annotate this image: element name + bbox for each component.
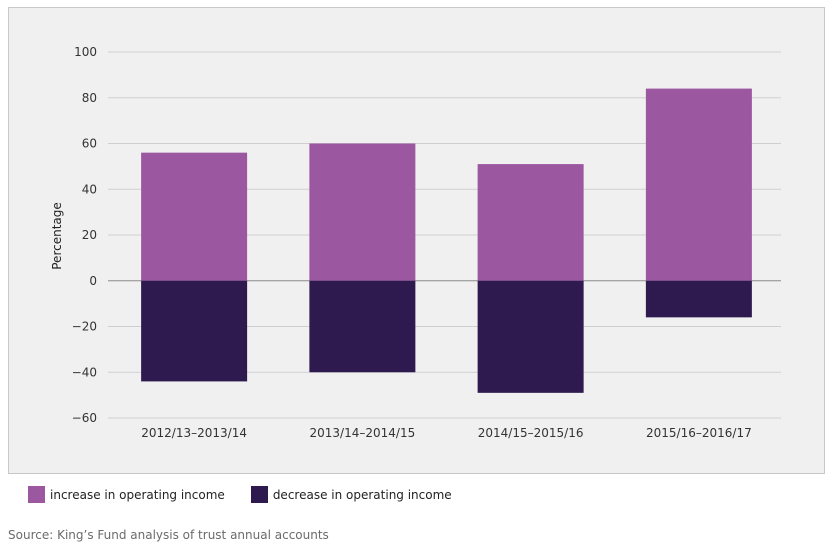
x-category-label: 2014/15–2015/16 [478,426,584,440]
y-tick-label: 100 [74,45,97,59]
bar-decrease [309,280,416,373]
legend-swatch-increase [28,486,45,503]
bars [141,88,752,393]
y-tick-label: 0 [89,274,97,288]
source-note: Source: King’s Fund analysis of trust an… [8,528,329,542]
legend: increase in operating income decrease in… [28,486,478,503]
x-axis-categories: 2012/13–2013/14 2013/14–2014/15 2014/15–20… [141,426,751,440]
y-axis-ticks: 100 80 60 40 20 0 −20 −40 −60 [72,45,97,425]
bar-increase [477,164,584,281]
legend-label-decrease: decrease in operating income [272,487,452,502]
y-tick-label: 60 [82,137,97,151]
y-tick-label: 80 [82,91,97,105]
bar-increase [309,143,416,281]
y-tick-label: 40 [82,182,97,196]
legend-item-decrease: decrease in operating income [250,486,452,503]
y-tick-label: −20 [72,320,97,334]
bar-increase [645,88,752,281]
x-category-label: 2015/16–2016/17 [646,426,752,440]
y-axis-title: Percentage [50,202,64,270]
legend-swatch-decrease [250,486,268,503]
bar-decrease [477,280,584,393]
legend-item-increase: increase in operating income [28,486,225,503]
bar-decrease [645,280,752,318]
y-tick-label: −60 [72,411,97,425]
bar-decrease [141,280,248,382]
legend-label-increase: increase in operating income [50,487,225,502]
x-category-label: 2012/13–2013/14 [141,426,247,440]
y-tick-label: 20 [82,228,97,242]
y-tick-label: −40 [72,365,97,379]
bar-increase [141,152,248,281]
x-category-label: 2013/14–2014/15 [310,426,416,440]
